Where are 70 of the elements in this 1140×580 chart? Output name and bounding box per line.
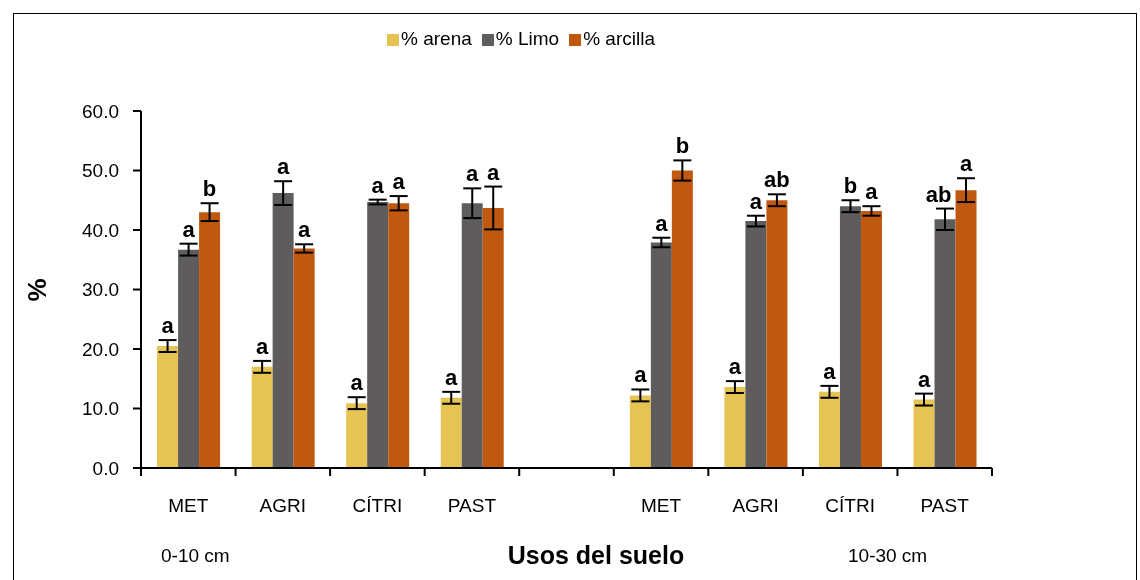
data-label: a <box>917 366 931 392</box>
data-label: a <box>865 179 879 205</box>
x-tick-label: AGRI <box>259 495 307 516</box>
legend-label: % Limo <box>495 28 560 49</box>
bar <box>178 249 200 468</box>
data-label: b <box>675 133 690 159</box>
data-label: a <box>487 159 501 185</box>
text: 0-10 cm <box>161 544 230 566</box>
y-tick-label: 50.0 <box>82 160 119 182</box>
data-label: ab <box>764 167 790 193</box>
y-tick-label: 20.0 <box>82 338 119 360</box>
bar <box>745 221 767 468</box>
bar <box>272 193 294 468</box>
x-axis-title: Usos del suelo <box>507 540 685 569</box>
x-tick-label: PAST <box>447 495 497 516</box>
bar <box>461 203 483 468</box>
x-tick-label: CÍTRI <box>352 495 403 516</box>
y-axis-title: % <box>22 278 52 302</box>
data-label: a <box>298 217 312 243</box>
legend-label: % arena <box>401 28 472 49</box>
data-label: a <box>256 333 270 359</box>
bar <box>199 212 221 468</box>
data-label: a <box>161 313 175 339</box>
bar <box>346 403 368 468</box>
data-label: a <box>634 362 648 388</box>
data-label: b <box>202 176 217 202</box>
bar <box>629 395 651 468</box>
bar <box>388 203 410 468</box>
bar <box>671 170 693 468</box>
data-label: a <box>749 188 763 214</box>
text: 10-30 cm <box>848 544 928 566</box>
y-tick-label: 40.0 <box>82 219 119 241</box>
y-tick-label: 10.0 <box>82 398 119 420</box>
x-tick-label: MET <box>641 495 682 516</box>
data-label: a <box>371 172 385 198</box>
bar <box>913 399 935 468</box>
x-tick-label: AGRI <box>732 495 779 516</box>
bar <box>440 397 462 468</box>
data-label: a <box>728 354 742 380</box>
data-label: a <box>466 161 480 187</box>
bar <box>860 210 882 468</box>
data-label: ab <box>925 181 952 207</box>
data-label: b <box>843 173 858 199</box>
y-tick-label: 30.0 <box>82 279 119 301</box>
bar <box>766 200 788 468</box>
x-tick-label: CÍTRI <box>825 495 875 516</box>
data-label: a <box>959 151 973 177</box>
data-label: a <box>445 364 459 390</box>
legend-label: % arcilla <box>583 28 655 49</box>
bar <box>251 366 273 468</box>
x-tick-label: MET <box>168 495 209 516</box>
data-label: a <box>350 370 364 396</box>
bar <box>955 190 977 468</box>
data-label: a <box>655 210 669 236</box>
bar <box>839 206 861 468</box>
y-tick-label: 60.0 <box>82 100 119 122</box>
bar <box>818 391 840 468</box>
data-label: a <box>277 154 291 180</box>
bar <box>934 219 956 468</box>
bar <box>157 346 179 468</box>
data-label: a <box>823 358 837 384</box>
bar <box>650 242 672 468</box>
bar <box>482 207 504 468</box>
bar <box>293 248 315 468</box>
bar <box>367 202 389 468</box>
y-tick-label: 0.0 <box>92 457 119 479</box>
x-tick-label: PAST <box>920 495 970 516</box>
data-label: a <box>392 169 406 195</box>
data-label: a <box>182 216 196 242</box>
bar <box>724 387 746 468</box>
